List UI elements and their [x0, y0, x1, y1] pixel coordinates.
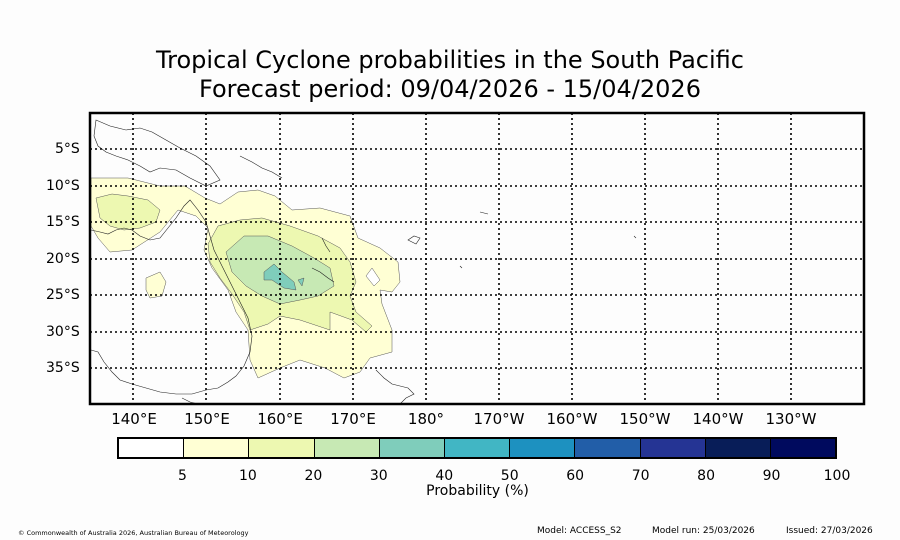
lon-label-150e: 150°E — [184, 410, 230, 428]
lon-label-150w: 150°W — [619, 410, 671, 428]
colorbar-tick-label: 20 — [304, 468, 323, 484]
new-guinea-coast — [93, 119, 221, 187]
lat-label-25s: 25°S — [46, 287, 80, 303]
colorbar-tick-label: 100 — [823, 468, 851, 484]
colorbar-segment — [379, 439, 445, 457]
lat-label-15s: 15°S — [46, 214, 80, 230]
lon-label-170w: 170°W — [473, 410, 525, 428]
colorbar-label: Probability (%) — [426, 483, 529, 499]
gridlines — [90, 113, 864, 404]
lon-label-140e: 140°E — [111, 410, 157, 428]
new-caledonia — [311, 267, 335, 283]
colorbar-tick-label: 50 — [500, 468, 519, 484]
probability-contours — [90, 177, 401, 379]
lat-label-10s: 10°S — [46, 178, 80, 194]
colorbar-tick-label: 30 — [369, 468, 388, 484]
cook-islands — [633, 235, 637, 239]
lon-label-160e: 160°E — [257, 410, 303, 428]
model-run: Model run: 25/03/2026 — [652, 526, 755, 536]
colorbar-tick-label: 60 — [566, 468, 585, 484]
colorbar-segment — [184, 439, 250, 457]
tonga — [459, 265, 463, 269]
vanuatu — [321, 237, 331, 253]
colorbar-segment — [119, 439, 185, 457]
colorbar-tick-label: 90 — [762, 468, 781, 484]
colorbar-segment — [770, 439, 836, 457]
solomon-islands — [239, 155, 283, 179]
colorbar-segment — [249, 439, 315, 457]
samoa — [479, 211, 489, 215]
new-zealand-north — [375, 369, 415, 405]
lat-label-20s: 20°S — [46, 251, 80, 267]
colorbar-segment — [705, 439, 771, 457]
model-name: Model: ACCESS_S2 — [537, 526, 622, 536]
contour-hole — [365, 267, 381, 287]
lon-label-170e: 170°E — [330, 410, 376, 428]
colorbar-tick-label: 40 — [435, 468, 454, 484]
lat-label-30s: 30°S — [46, 324, 80, 340]
lon-label-140w: 140°W — [692, 410, 744, 428]
colorbar-segment — [444, 439, 511, 457]
lon-label-160w: 160°W — [546, 410, 598, 428]
copyright-text: © Commonwealth of Australia 2026, Austra… — [18, 529, 249, 537]
contour-30-40 — [263, 263, 297, 291]
colorbar — [117, 437, 837, 459]
colorbar-segment — [314, 439, 380, 457]
fiji — [407, 235, 421, 245]
lat-label-5s: 5°S — [55, 141, 80, 157]
colorbar-tick-label: 5 — [177, 468, 187, 484]
lon-label-180: 180° — [407, 410, 445, 428]
issued-date: Issued: 27/03/2026 — [786, 526, 873, 536]
lon-label-130w: 130°W — [765, 410, 817, 428]
lat-label-35s: 35°S — [46, 360, 80, 376]
chart-title: Tropical Cyclone probabilities in the So… — [156, 46, 744, 74]
contour-5-10-island — [145, 271, 167, 299]
colorbar-segment — [640, 439, 706, 457]
map-frame — [88, 111, 866, 406]
colorbar-tick-label: 70 — [631, 468, 650, 484]
forecast-period: Forecast period: 09/04/2026 - 15/04/2026 — [199, 75, 701, 103]
contour-30-40-small — [297, 277, 305, 287]
australia-coast — [90, 199, 253, 395]
colorbar-segment — [510, 439, 576, 457]
coastlines — [90, 119, 637, 405]
colorbar-segment — [575, 439, 641, 457]
colorbar-tick-label: 80 — [697, 468, 715, 484]
colorbar-tick-label: 10 — [238, 468, 257, 484]
